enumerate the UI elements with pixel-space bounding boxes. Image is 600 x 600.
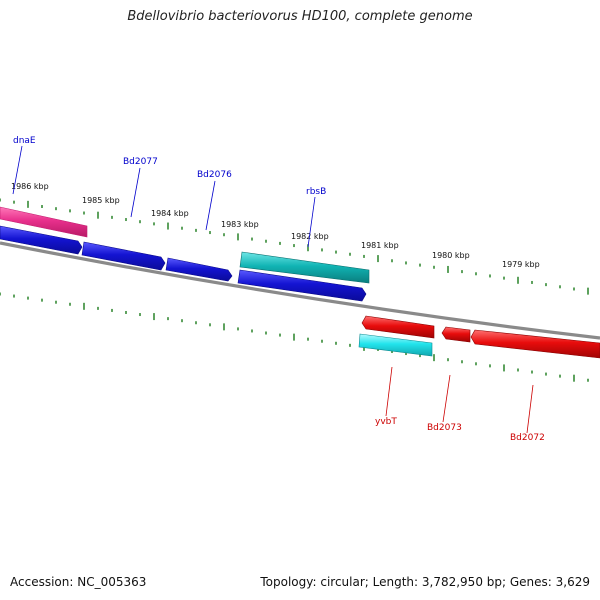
leader-line-Bd2072 (526, 384, 534, 434)
gene-label-Bd2072[interactable]: Bd2072 (510, 433, 545, 443)
gene-label-Bd2077[interactable]: Bd2077 (123, 157, 158, 167)
leader-line-Bd2077 (130, 167, 141, 218)
leader-line-dnaE (12, 145, 23, 195)
gene-dnaE[interactable] (0, 206, 88, 238)
gene-forward-blue-1[interactable] (0, 225, 83, 255)
gene-Bd2077[interactable] (81, 241, 166, 271)
gene-label-yvbT[interactable]: yvbT (375, 417, 397, 427)
kbp-label-1984: 1984 kbp (151, 209, 189, 218)
gene-Bd2076[interactable] (165, 257, 233, 282)
kbp-label-1985: 1985 kbp (82, 196, 120, 205)
gene-reverse-red-1[interactable] (361, 315, 435, 339)
gene-Bd2073[interactable] (441, 326, 471, 343)
genome-stats-text: Topology: circular; Length: 3,782,950 bp… (260, 575, 590, 589)
kbp-label-1979: 1979 kbp (502, 260, 540, 269)
gene-yvbT[interactable] (358, 333, 433, 357)
kbp-label-1981: 1981 kbp (361, 241, 399, 250)
kbp-label-1986: 1986 kbp (11, 182, 49, 191)
leader-line-Bd2076 (205, 180, 216, 231)
gene-label-Bd2076[interactable]: Bd2076 (197, 170, 232, 180)
gene-rbsB[interactable] (239, 251, 370, 284)
tick-row-forward (0, 198, 589, 295)
gene-forward-blue-2[interactable] (237, 269, 367, 302)
kbp-label-1983: 1983 kbp (221, 220, 259, 229)
gene-Bd2072[interactable] (470, 329, 600, 359)
accession-text: Accession: NC_005363 (10, 575, 147, 589)
map-title: Bdellovibrio bacteriovorus HD100, comple… (127, 9, 473, 24)
leader-line-yvbT (385, 366, 393, 417)
gene-label-dnaE[interactable]: dnaE (13, 136, 36, 146)
kbp-label-1980: 1980 kbp (432, 251, 470, 260)
leader-line-Bd2073 (442, 374, 451, 423)
gene-label-rbsB[interactable]: rbsB (306, 187, 326, 197)
leader-line-rbsB (307, 196, 316, 248)
genome-backbone (0, 241, 600, 340)
gene-label-Bd2073[interactable]: Bd2073 (427, 423, 462, 433)
